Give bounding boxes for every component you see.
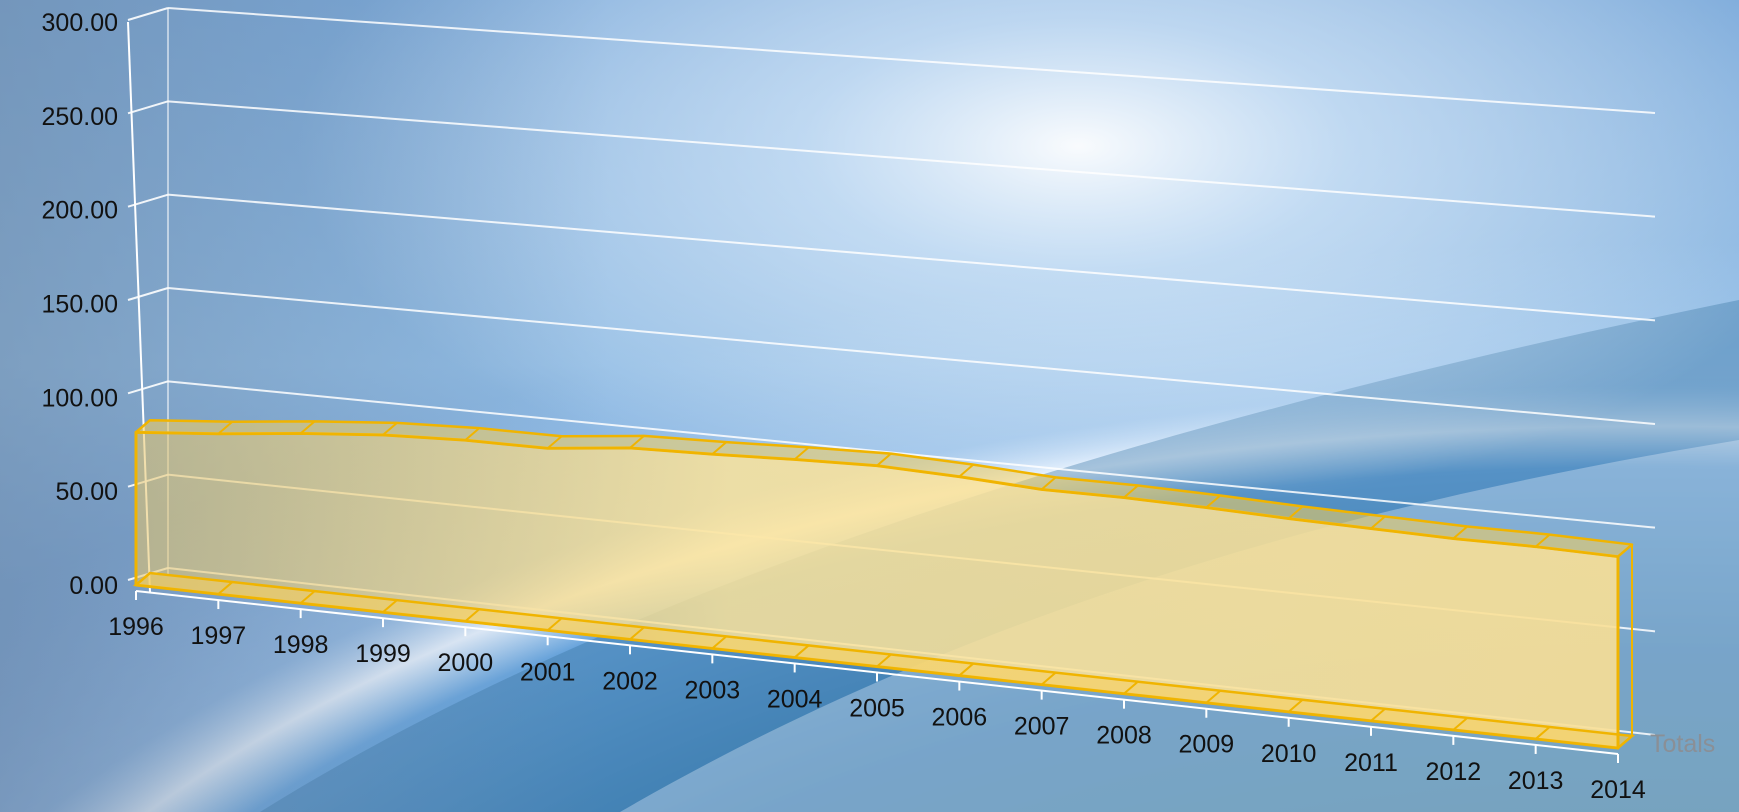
x-tick-label: 2009: [1179, 731, 1235, 759]
gridline-side: [127, 380, 169, 395]
data-point-edge: [382, 422, 398, 436]
base-segment-edge: [1288, 699, 1304, 713]
y-tick-label: 100.00: [42, 384, 118, 412]
data-point-edge: [629, 435, 645, 449]
gridline: [167, 193, 1656, 322]
x-tick-label: 2005: [849, 695, 905, 723]
base-segment-edge: [382, 599, 398, 613]
base-segment-edge: [464, 608, 480, 622]
data-point-edge: [464, 427, 480, 441]
data-point-edge: [217, 420, 233, 435]
x-tick-label: 2001: [520, 658, 576, 686]
x-tick-label: 2011: [1344, 749, 1398, 777]
data-point-edge: [1617, 543, 1633, 558]
x-tick-label: 2010: [1261, 740, 1317, 768]
base-segment-edge: [1370, 708, 1386, 722]
x-tick-label: 2006: [932, 704, 988, 732]
base-segment-edge: [300, 590, 316, 604]
data-point-edge: [1041, 476, 1057, 491]
gridline-side: [127, 7, 169, 21]
y-tick-label: 300.00: [42, 9, 118, 37]
gridline-side: [127, 287, 169, 301]
x-tick-label: 2002: [602, 667, 658, 695]
x-tick-label: 2000: [438, 649, 494, 677]
data-point-edge: [876, 452, 892, 467]
base-segment-edge: [217, 581, 233, 595]
data-point-edge: [1370, 515, 1386, 530]
data-point-edge: [1535, 533, 1551, 548]
data-point-edge: [1123, 484, 1139, 499]
y-tick-label: 50.00: [55, 478, 118, 506]
y-tick-label: 0.00: [69, 572, 118, 600]
x-tick-label: 2013: [1508, 767, 1564, 795]
y-tick-label: 150.00: [42, 291, 118, 319]
base-segment-edge: [629, 626, 645, 641]
gridline: [167, 380, 1656, 529]
y-tick-label: 200.00: [42, 197, 118, 225]
x-tick-label: 1999: [355, 640, 411, 668]
x-tick-label: 2003: [685, 676, 741, 704]
base-segment-edge: [958, 662, 974, 677]
base-segment-edge: [711, 635, 727, 650]
data-point-edge: [1205, 494, 1221, 509]
data-point-edge: [1288, 505, 1304, 520]
gridline: [167, 287, 1656, 425]
data-point-edge: [958, 463, 974, 478]
base-segment-edge: [1617, 735, 1633, 749]
x-tick-label: 1998: [273, 631, 329, 659]
data-point-edge: [135, 419, 151, 433]
x-tick-label: 1996: [108, 613, 164, 641]
data-point-edge: [300, 420, 316, 435]
base-segment-edge: [1452, 717, 1468, 731]
base-segment-edge: [1535, 726, 1551, 740]
data-point-edge: [547, 435, 563, 450]
x-tick-label: 1997: [191, 622, 247, 650]
base-segment-edge: [547, 617, 563, 632]
x-tick-label: 2008: [1096, 722, 1152, 750]
y-tick-label: 250.00: [42, 103, 118, 131]
x-tick-label: 2012: [1426, 758, 1482, 786]
base-segment-edge: [135, 572, 151, 586]
gridline: [167, 7, 1656, 114]
base-segment-edge: [876, 653, 892, 668]
base-segment-edge: [794, 644, 810, 659]
base-segment-edge: [1041, 671, 1057, 686]
data-point-edge: [794, 446, 810, 461]
x-tick-label: 2004: [767, 685, 823, 713]
data-point-edge: [711, 441, 727, 455]
x-tick-label: 2007: [1014, 713, 1070, 741]
base-segment-edge: [1123, 680, 1139, 695]
gridline-side: [127, 100, 169, 115]
data-point-edge: [1452, 525, 1468, 540]
gridline: [167, 100, 1656, 218]
base-segment-edge: [1205, 689, 1221, 704]
x-tick-label: 2014: [1590, 776, 1646, 804]
series-label-totals: Totals: [1650, 730, 1715, 758]
